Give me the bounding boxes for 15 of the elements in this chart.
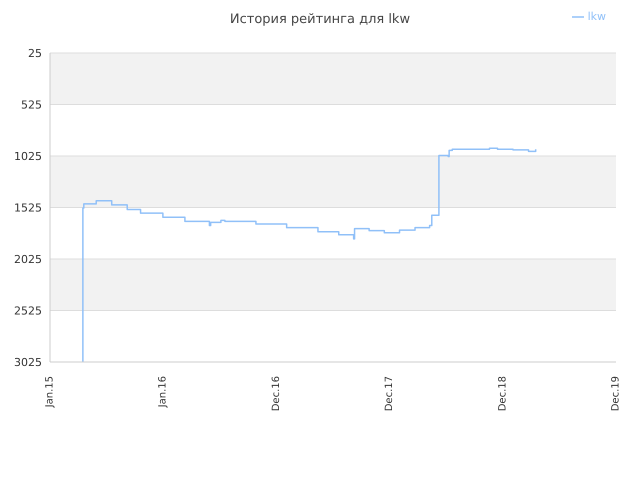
x-tick-label: Dec.16 [270,376,282,412]
y-tick-label: 3025 [14,356,42,369]
x-tick-label: Dec.17 [384,376,396,412]
y-tick-label: 2025 [14,252,42,266]
x-tick-label: Dec.19 [610,376,622,412]
y-tick-label: 1525 [14,201,42,214]
y-tick-label: 2525 [14,304,42,318]
legend-label: lkw [588,10,606,23]
y-tick-label: 25 [28,46,42,60]
y-tick-label: 525 [21,98,42,112]
chart-title: История рейтинга для lkw [230,12,410,27]
x-tick-label: Jan.16 [158,376,169,408]
y-tick-label: 1025 [14,150,42,163]
x-tick-label: Dec.18 [497,376,508,412]
x-tick-label: Jan.15 [44,376,56,408]
